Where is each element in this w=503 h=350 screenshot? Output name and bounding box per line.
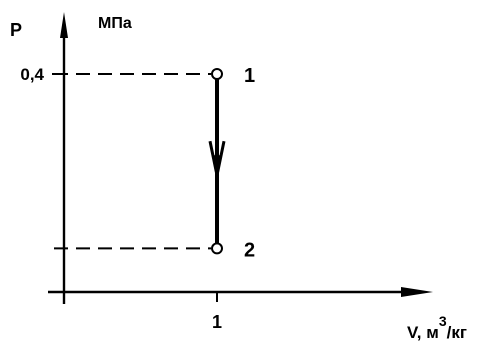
x-axis-arrow-icon	[401, 287, 433, 297]
dashed-guides	[54, 73, 211, 250]
x-axis-label-tail: /кг	[447, 323, 467, 342]
process-line-group	[208, 79, 226, 244]
x-axis-label-main: V, м	[407, 323, 439, 342]
labels: P МПа V, м3/кг	[10, 15, 467, 342]
state-point-marker	[211, 242, 223, 255]
y-tick-label: 0,4	[20, 65, 44, 84]
state-point-marker	[211, 68, 223, 80]
process-direction-arrow-fill	[214, 155, 220, 176]
x-axis-label-sup: 3	[439, 313, 447, 329]
state-points: 12	[211, 65, 255, 261]
state-point-label: 2	[244, 239, 255, 261]
y-axis-unit: МПа	[98, 15, 132, 32]
axes: 10,4	[20, 12, 433, 332]
x-tick-label: 1	[212, 312, 222, 332]
y-axis-label: P	[10, 20, 22, 40]
state-point-label: 1	[244, 65, 255, 87]
y-axis-arrow-icon	[60, 12, 68, 38]
x-axis-label: V, м3/кг	[407, 313, 467, 342]
